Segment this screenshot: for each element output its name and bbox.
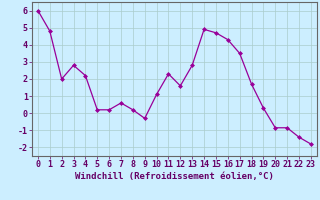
X-axis label: Windchill (Refroidissement éolien,°C): Windchill (Refroidissement éolien,°C) [75, 172, 274, 181]
